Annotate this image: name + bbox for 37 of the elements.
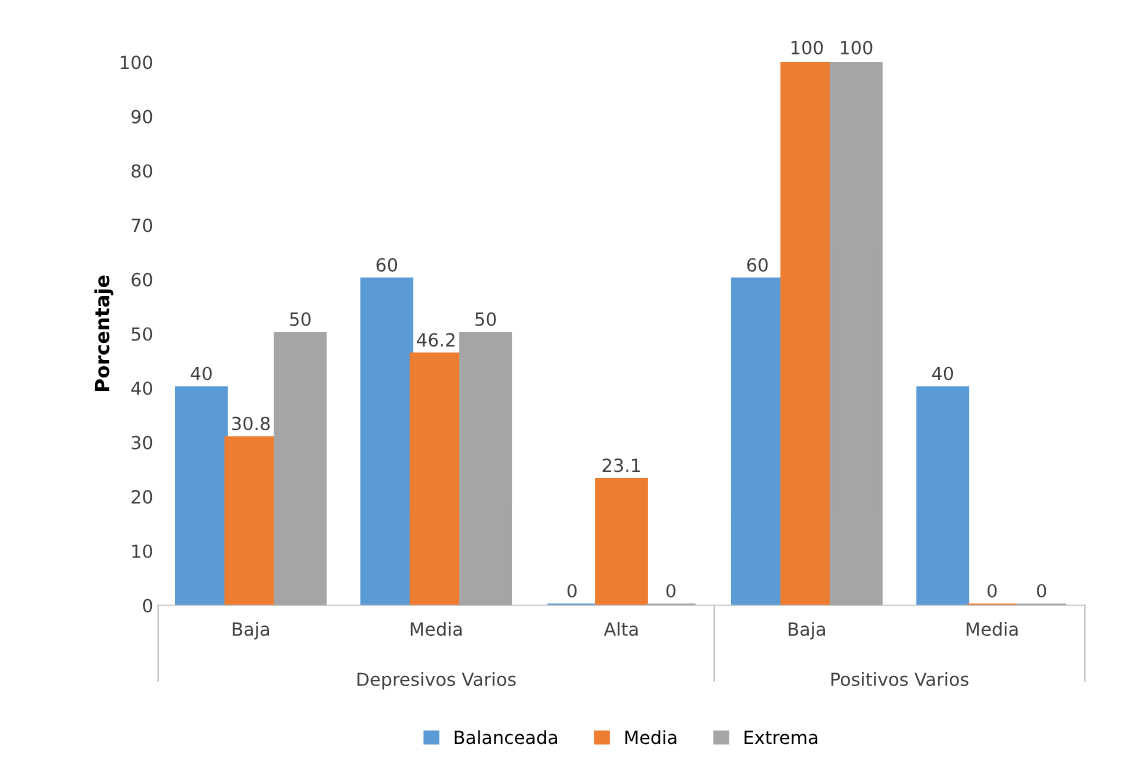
y-tick-label: 70 (131, 218, 153, 233)
y-tick-label: 10 (132, 544, 153, 559)
x-tick-label: Alta (603, 621, 638, 636)
data-label: 40 (932, 366, 954, 381)
text: Depresivos Varios (357, 672, 516, 690)
y-tick-label: 80 (131, 164, 153, 178)
data-label: 0 (1037, 583, 1047, 598)
data-label: 46.2 (416, 333, 455, 347)
data-label: 30.8 (232, 416, 270, 431)
y-tick-label: 50 (131, 327, 153, 341)
data-label: 0 (987, 583, 997, 598)
y-tick-label: 30 (131, 435, 153, 450)
y-tick-label: 40 (131, 381, 153, 396)
data-label: 0 (666, 583, 676, 598)
data-label: 23.1 (602, 458, 640, 473)
x-tick-label: Media (410, 621, 462, 636)
data-label: 100 (840, 40, 873, 55)
y-axis-title: Porcentaje (94, 275, 114, 391)
text: Positivos Varios (831, 672, 969, 687)
x-tick-label: Media (966, 621, 1018, 636)
y-tick-label: 100 (120, 55, 153, 70)
x-tick-label: Baja (232, 621, 269, 640)
x-tick-label: Baja (788, 621, 825, 640)
y-tick-label: 90 (131, 109, 153, 124)
legend-label: Media (625, 730, 677, 745)
legend-label: Extrema (744, 730, 818, 745)
y-tick-label: 60 (131, 272, 153, 287)
data-label: 100 (791, 40, 823, 55)
y-tick-label: 20 (131, 490, 153, 504)
data-label: 50 (290, 312, 311, 327)
data-label: 50 (475, 312, 496, 327)
data-label: 60 (747, 258, 768, 272)
data-label: 60 (376, 258, 398, 272)
legend-label: Balanceada (454, 730, 558, 745)
y-tick-label: 0 (143, 598, 153, 613)
data-label: 0 (567, 583, 577, 598)
data-label: 40 (190, 366, 212, 381)
